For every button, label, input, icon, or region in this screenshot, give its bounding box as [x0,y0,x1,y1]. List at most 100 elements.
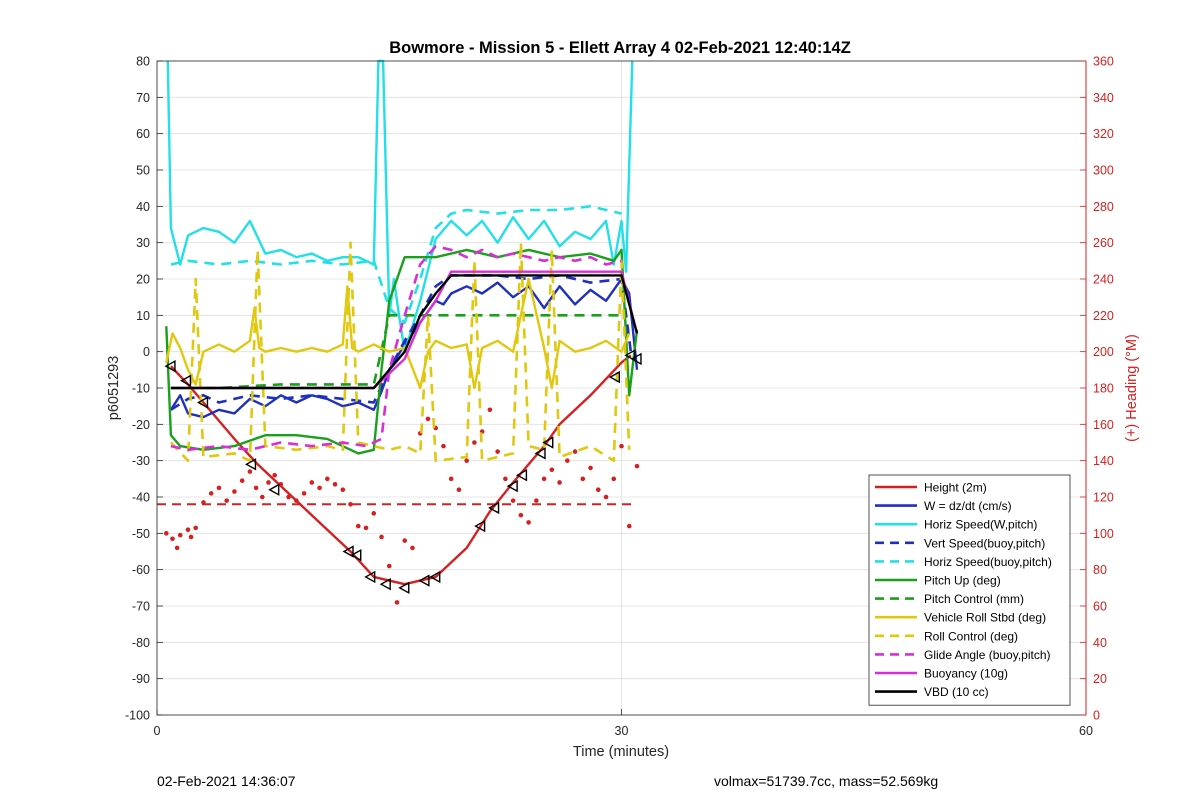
triangle-marker [398,581,410,595]
heading-point [518,512,524,518]
heading-point [371,511,377,516]
y-tick-label: 0 [143,345,150,359]
heading-point [309,480,315,485]
heading-point [487,407,493,413]
heading-point [572,449,578,454]
triangle-marker [179,374,192,387]
series-line-2 [166,59,634,353]
triangle-marker [364,570,376,584]
heading-point [363,525,369,531]
y-tick-label: 60 [136,127,150,141]
series-line-3 [170,274,633,411]
legend: Height (2m) W = dz/dt (cm/s) Horiz Speed(W… [868,474,1071,706]
y-tick-label: -20 [132,418,150,432]
heading-point [541,476,547,482]
triangle-marker [624,349,636,362]
heading-point [402,538,408,543]
y2-tick-label: 360 [1093,55,1114,69]
series-line-0 [170,354,632,586]
heading-point [301,491,307,496]
heading-point [216,485,222,491]
y-tick-label: 80 [136,55,150,69]
y2-tick-label: 40 [1093,636,1107,650]
heading-point [163,531,169,536]
heading-point [526,520,531,525]
legend-label: VBD (10 cc) [924,685,989,699]
y-tick-label: 70 [136,91,150,105]
heading-point [259,494,265,500]
y-tick-label: 30 [136,236,150,250]
y2-tick-label: 240 [1093,273,1114,287]
triangle-marker [429,570,441,584]
heading-point [441,443,446,449]
legend-label: Pitch Control (mm) [924,592,1024,606]
y2-tick-label: 80 [1093,563,1107,577]
triangle-marker [608,370,621,384]
legend-label: Horiz Speed(buoy,pitch) [924,555,1052,569]
heading-point [464,458,469,463]
heading-point [503,476,508,482]
heading-point [170,536,175,542]
marker-layer [164,349,642,595]
x-tick-label: 60 [1079,724,1093,738]
heading-point [580,476,586,482]
heading-point [317,485,322,491]
legend-label: Vehicle Roll Stbd (deg) [924,611,1046,625]
footer-stats: volmax=51739.7cc, mass=52.569kg [714,773,939,789]
triangle-marker [245,458,257,471]
y2-tick-label: 200 [1093,345,1114,359]
heading-point [379,534,384,540]
legend-label: Height (2m) [924,481,987,495]
y2-axis-label: (+) Heading (°M) [1124,334,1140,442]
heading-point [340,487,346,493]
y-tick-label: -60 [132,563,150,577]
y-tick-label: 10 [136,309,150,323]
triangle-marker [515,469,528,482]
heading-point [549,467,555,473]
triangle-marker [506,479,518,493]
legend-box [868,474,1071,706]
heading-point [208,491,214,496]
heading-point [239,478,245,483]
heading-point [188,534,194,540]
y2-tick-label: 60 [1093,600,1107,614]
heading-point [174,545,180,551]
triangle-marker [268,483,280,496]
heading-point [603,494,609,500]
footer-timestamp: 02-Feb-2021 14:36:07 [157,773,296,789]
legend-label: Pitch Up (deg) [924,574,1001,588]
legend-label: Roll Control (deg) [924,629,1018,643]
y-tick-label: -30 [132,454,150,468]
heading-point [557,480,562,485]
y-tick-label: -80 [132,636,150,650]
series-layer [165,59,639,586]
heading-point [611,476,617,482]
heading-point [394,600,400,605]
series-line-8 [169,241,631,463]
triangle-marker [474,519,486,533]
heading-point [232,489,237,494]
triangle-marker [197,396,209,409]
heading-point [410,545,415,551]
y2-tick-label: 120 [1093,491,1114,505]
heading-point [456,487,462,493]
y-tick-label: -90 [132,672,150,686]
heading-point [193,525,199,531]
legend-label: W = dz/dt (cm/s) [924,499,1012,513]
legend-label: Horiz Speed(W,pitch) [924,518,1037,532]
heading-point [565,458,570,463]
triangle-marker [379,578,391,591]
heading-point [595,487,601,493]
y2-tick-label: 100 [1093,527,1114,541]
series-line-11 [170,274,639,390]
heading-point [495,449,500,454]
heading-point [266,480,271,485]
heading-point [634,463,640,469]
series-line-6 [170,313,622,390]
heading-overlay-layer [157,407,640,605]
heading-point [185,527,191,532]
x-tick-label: 0 [154,724,161,738]
heading-point [247,469,253,474]
heading-point [619,443,624,449]
